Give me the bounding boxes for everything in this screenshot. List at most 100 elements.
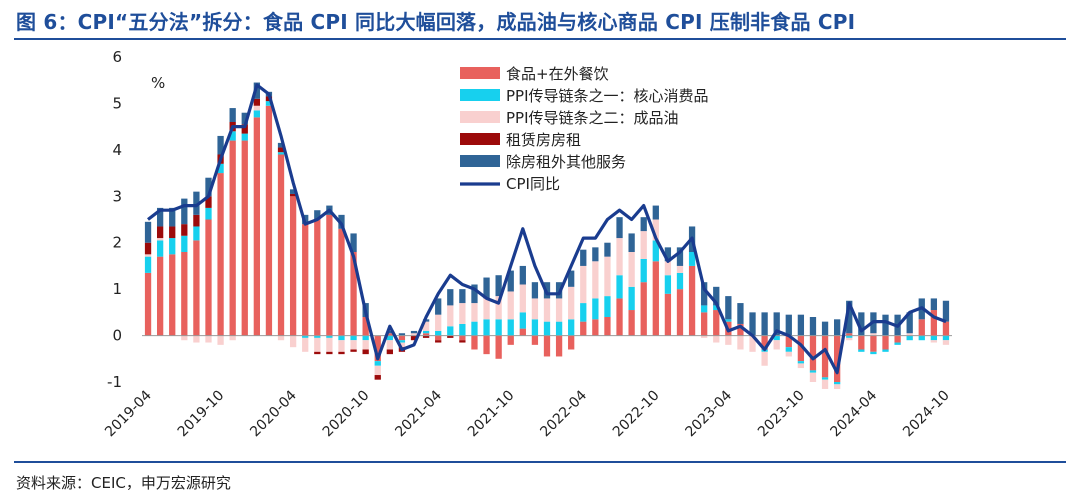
bar-segment-1: [495, 335, 502, 359]
bar-segment-1: [785, 335, 792, 348]
bar-segment-4: [386, 349, 393, 355]
bar-segment-3: [350, 340, 357, 350]
bar-segment-3: [616, 238, 623, 276]
bar-segment-2: [386, 335, 393, 341]
bar-segment-4: [410, 335, 418, 341]
bar-segment-3: [507, 291, 514, 320]
bar-segment-5: [652, 205, 659, 220]
bar-segment-1: [882, 335, 889, 350]
x-tick-label: 2022-04: [537, 387, 590, 440]
bar-segment-3: [338, 340, 345, 352]
bar-segment-5: [930, 298, 938, 311]
bar-segment-5: [350, 233, 357, 252]
bar-segment-3: [628, 252, 635, 287]
bar-segment-1: [265, 105, 273, 336]
bar-segment-2: [701, 305, 708, 313]
bar-segment-4: [314, 351, 321, 355]
bar-segment-3: [483, 298, 490, 320]
bar-segment-1: [435, 335, 442, 341]
bar-segment-3: [435, 314, 442, 331]
legend-label: PPI传导链条之一：核心消费品: [506, 87, 709, 105]
bar-segment-5: [169, 207, 176, 227]
y-tick-label: 2: [112, 234, 122, 252]
bar-segment-1: [253, 117, 260, 336]
bar-segment-2: [834, 382, 841, 385]
bar-segment-2: [846, 335, 853, 338]
bar-segment-3: [410, 333, 418, 336]
x-tick-label: 2019-04: [102, 387, 155, 440]
bar-segment-1: [688, 265, 696, 336]
bar-segment-1: [592, 319, 599, 336]
bar-segment-4: [156, 226, 164, 239]
bar-segment-2: [930, 335, 938, 341]
bar-segment-2: [640, 258, 647, 283]
bar-segment-2: [169, 238, 176, 255]
bar-segment-1: [519, 328, 526, 336]
bar-segment-3: [289, 335, 297, 348]
bar-segment-5: [568, 270, 575, 287]
bar-segment-5: [942, 300, 950, 322]
bar-segment-1: [507, 335, 514, 345]
x-tick-label: 2024-10: [900, 388, 953, 441]
bar-segment-5: [701, 282, 708, 306]
bar-segment-3: [156, 238, 164, 241]
bar-segment-1: [144, 272, 152, 336]
bar-segment-3: [495, 296, 502, 320]
bar-segment-2: [193, 226, 200, 241]
bar-segment-2: [398, 340, 406, 343]
bar-segment-2: [725, 319, 732, 322]
y-tick-label: 3: [112, 187, 122, 205]
bar-segment-1: [531, 335, 539, 345]
bar-segment-3: [422, 321, 430, 331]
bar-segment-2: [906, 335, 913, 341]
bar-segment-2: [785, 347, 792, 352]
bar-segment-2: [229, 131, 236, 141]
bar-segment-2: [507, 319, 514, 336]
bar-segment-1: [809, 335, 817, 371]
bar-segment-3: [398, 342, 406, 348]
bar-segment-5: [834, 319, 841, 336]
bar-segment-2: [277, 152, 285, 155]
bar-segment-3: [531, 298, 539, 320]
bar-segment-2: [435, 330, 442, 336]
bar-segment-5: [749, 312, 756, 336]
bar-segment-5: [277, 142, 285, 148]
bar-segment-5: [507, 270, 514, 292]
bar-segment-3: [277, 335, 285, 341]
bar-segment-3: [253, 105, 260, 111]
bar-segment-5: [410, 330, 418, 334]
y-tick-label: 1: [112, 280, 122, 298]
bar-segment-2: [374, 361, 381, 366]
bar-segment-4: [181, 224, 188, 236]
bar-segment-5: [398, 333, 406, 336]
legend-label: 除房租外其他服务: [506, 153, 626, 171]
legend-label: CPI同比: [506, 175, 560, 193]
bar-segment-1: [422, 333, 430, 336]
bar-segment-5: [809, 317, 817, 336]
bar-segment-5: [797, 314, 805, 336]
x-tick-label: 2019-10: [175, 388, 228, 441]
bar-segment-3: [713, 335, 720, 343]
bar-segment-4: [326, 351, 333, 355]
bar-segment-5: [241, 112, 248, 125]
bar-segment-5: [882, 314, 889, 336]
bar-segment-5: [737, 303, 744, 324]
bar-segment-3: [144, 254, 152, 257]
bar-segment-3: [362, 340, 369, 350]
bar-segment-5: [471, 284, 478, 304]
bar-segment-4: [338, 351, 345, 355]
bar-segment-3: [930, 340, 938, 343]
bar-segment-3: [640, 231, 647, 259]
bar-segment-4: [350, 349, 357, 352]
bar-segment-5: [858, 312, 865, 336]
bar-segment-1: [289, 196, 297, 336]
bar-segment-5: [616, 217, 623, 239]
bar-segment-5: [483, 277, 490, 299]
bar-segment-5: [435, 298, 442, 315]
bar-segment-3: [701, 335, 708, 338]
bar-segment-4: [362, 349, 369, 355]
bar-segment-3: [942, 340, 950, 345]
bar-segment-3: [809, 372, 817, 382]
bar-segment-2: [592, 298, 599, 320]
bar-segment-3: [652, 219, 659, 241]
